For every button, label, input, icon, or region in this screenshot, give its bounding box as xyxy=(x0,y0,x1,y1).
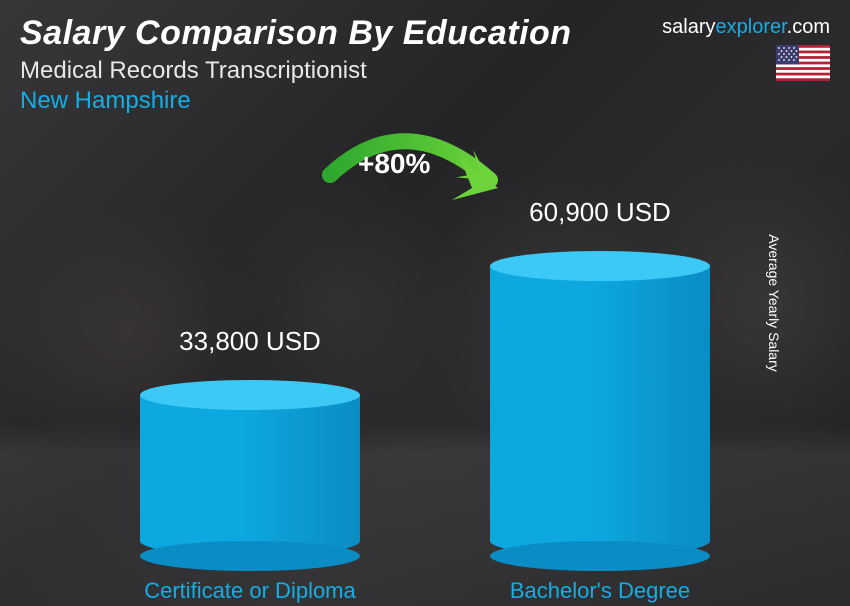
percent-change-badge: +80% xyxy=(358,148,430,180)
change-arrow-icon xyxy=(0,0,850,606)
